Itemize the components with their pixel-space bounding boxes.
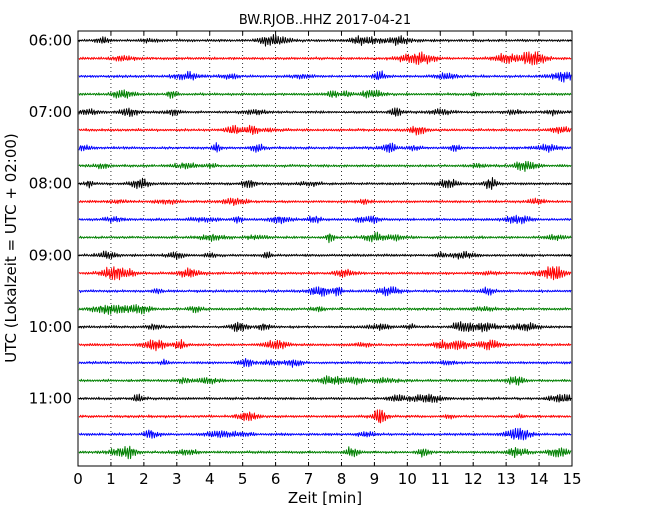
- x-tick-label: 11: [431, 470, 450, 488]
- x-tick-label: 15: [562, 470, 581, 488]
- x-gridlines: [110, 31, 540, 466]
- trace-row-1045: [78, 375, 572, 386]
- x-tick-label: 2: [139, 470, 149, 488]
- chart-title: BW.RJOB..HHZ 2017-04-21: [239, 13, 411, 28]
- trace-row-1145: [78, 445, 572, 460]
- hour-label: 11:00: [29, 390, 72, 408]
- trace-row-0945: [78, 304, 572, 315]
- trace-row-1130: [78, 427, 572, 441]
- x-tick-label: 6: [271, 470, 281, 488]
- trace-row-0830: [78, 214, 572, 225]
- hour-label: 06:00: [29, 32, 72, 50]
- y-axis-label: UTC (Lokalzeit = UTC + 02:00): [2, 133, 20, 363]
- y-axis-ticks: 06:00 07:00 08:00 09:00 10:00 11:00: [29, 32, 572, 408]
- x-tick-label: 4: [205, 470, 215, 488]
- trace-row-0845: [78, 231, 572, 244]
- trace-row-1015: [78, 339, 572, 352]
- x-tick-label: 1: [106, 470, 116, 488]
- trace-row-0730: [78, 142, 572, 153]
- plot-frame: [77, 30, 573, 467]
- hour-label: 10:00: [29, 318, 72, 336]
- x-tick-label: 14: [530, 470, 549, 488]
- x-tick-label: 9: [370, 470, 380, 488]
- trace-row-0715: [78, 124, 572, 136]
- trace-row-0900: [78, 250, 572, 260]
- x-tick-label: 3: [172, 470, 182, 488]
- trace-row-0800: [78, 177, 572, 190]
- x-tick-label: 8: [337, 470, 347, 488]
- x-tick-label: 7: [304, 470, 314, 488]
- trace-row-0615: [78, 51, 572, 66]
- x-axis-ticks: 0 1 2 3 4 5 6 7 8 9 10 11 12 13 14 15: [73, 31, 582, 488]
- trace-row-1030: [78, 358, 572, 368]
- trace-row-0915: [78, 266, 572, 281]
- trace-row-0630: [78, 70, 572, 83]
- trace-row-0815: [78, 197, 572, 207]
- trace-row-0930: [78, 286, 572, 297]
- trace-row-0645: [78, 89, 572, 99]
- x-tick-label: 12: [464, 470, 483, 488]
- trace-row-1115: [78, 409, 572, 424]
- trace-row-0700: [78, 107, 572, 117]
- hour-label: 08:00: [29, 175, 72, 193]
- x-tick-label: 13: [497, 470, 516, 488]
- x-tick-label: 5: [238, 470, 248, 488]
- trace-row-0745: [78, 160, 572, 172]
- x-axis-label: Zeit [min]: [288, 489, 362, 507]
- seismogram-traces: [78, 34, 572, 460]
- hour-label: 07:00: [29, 103, 72, 121]
- x-tick-label: 0: [73, 470, 83, 488]
- trace-row-1000: [78, 321, 572, 333]
- hour-label: 09:00: [29, 246, 72, 264]
- x-tick-label: 10: [398, 470, 417, 488]
- trace-row-1100: [78, 393, 572, 403]
- trace-row-0600: [78, 34, 572, 47]
